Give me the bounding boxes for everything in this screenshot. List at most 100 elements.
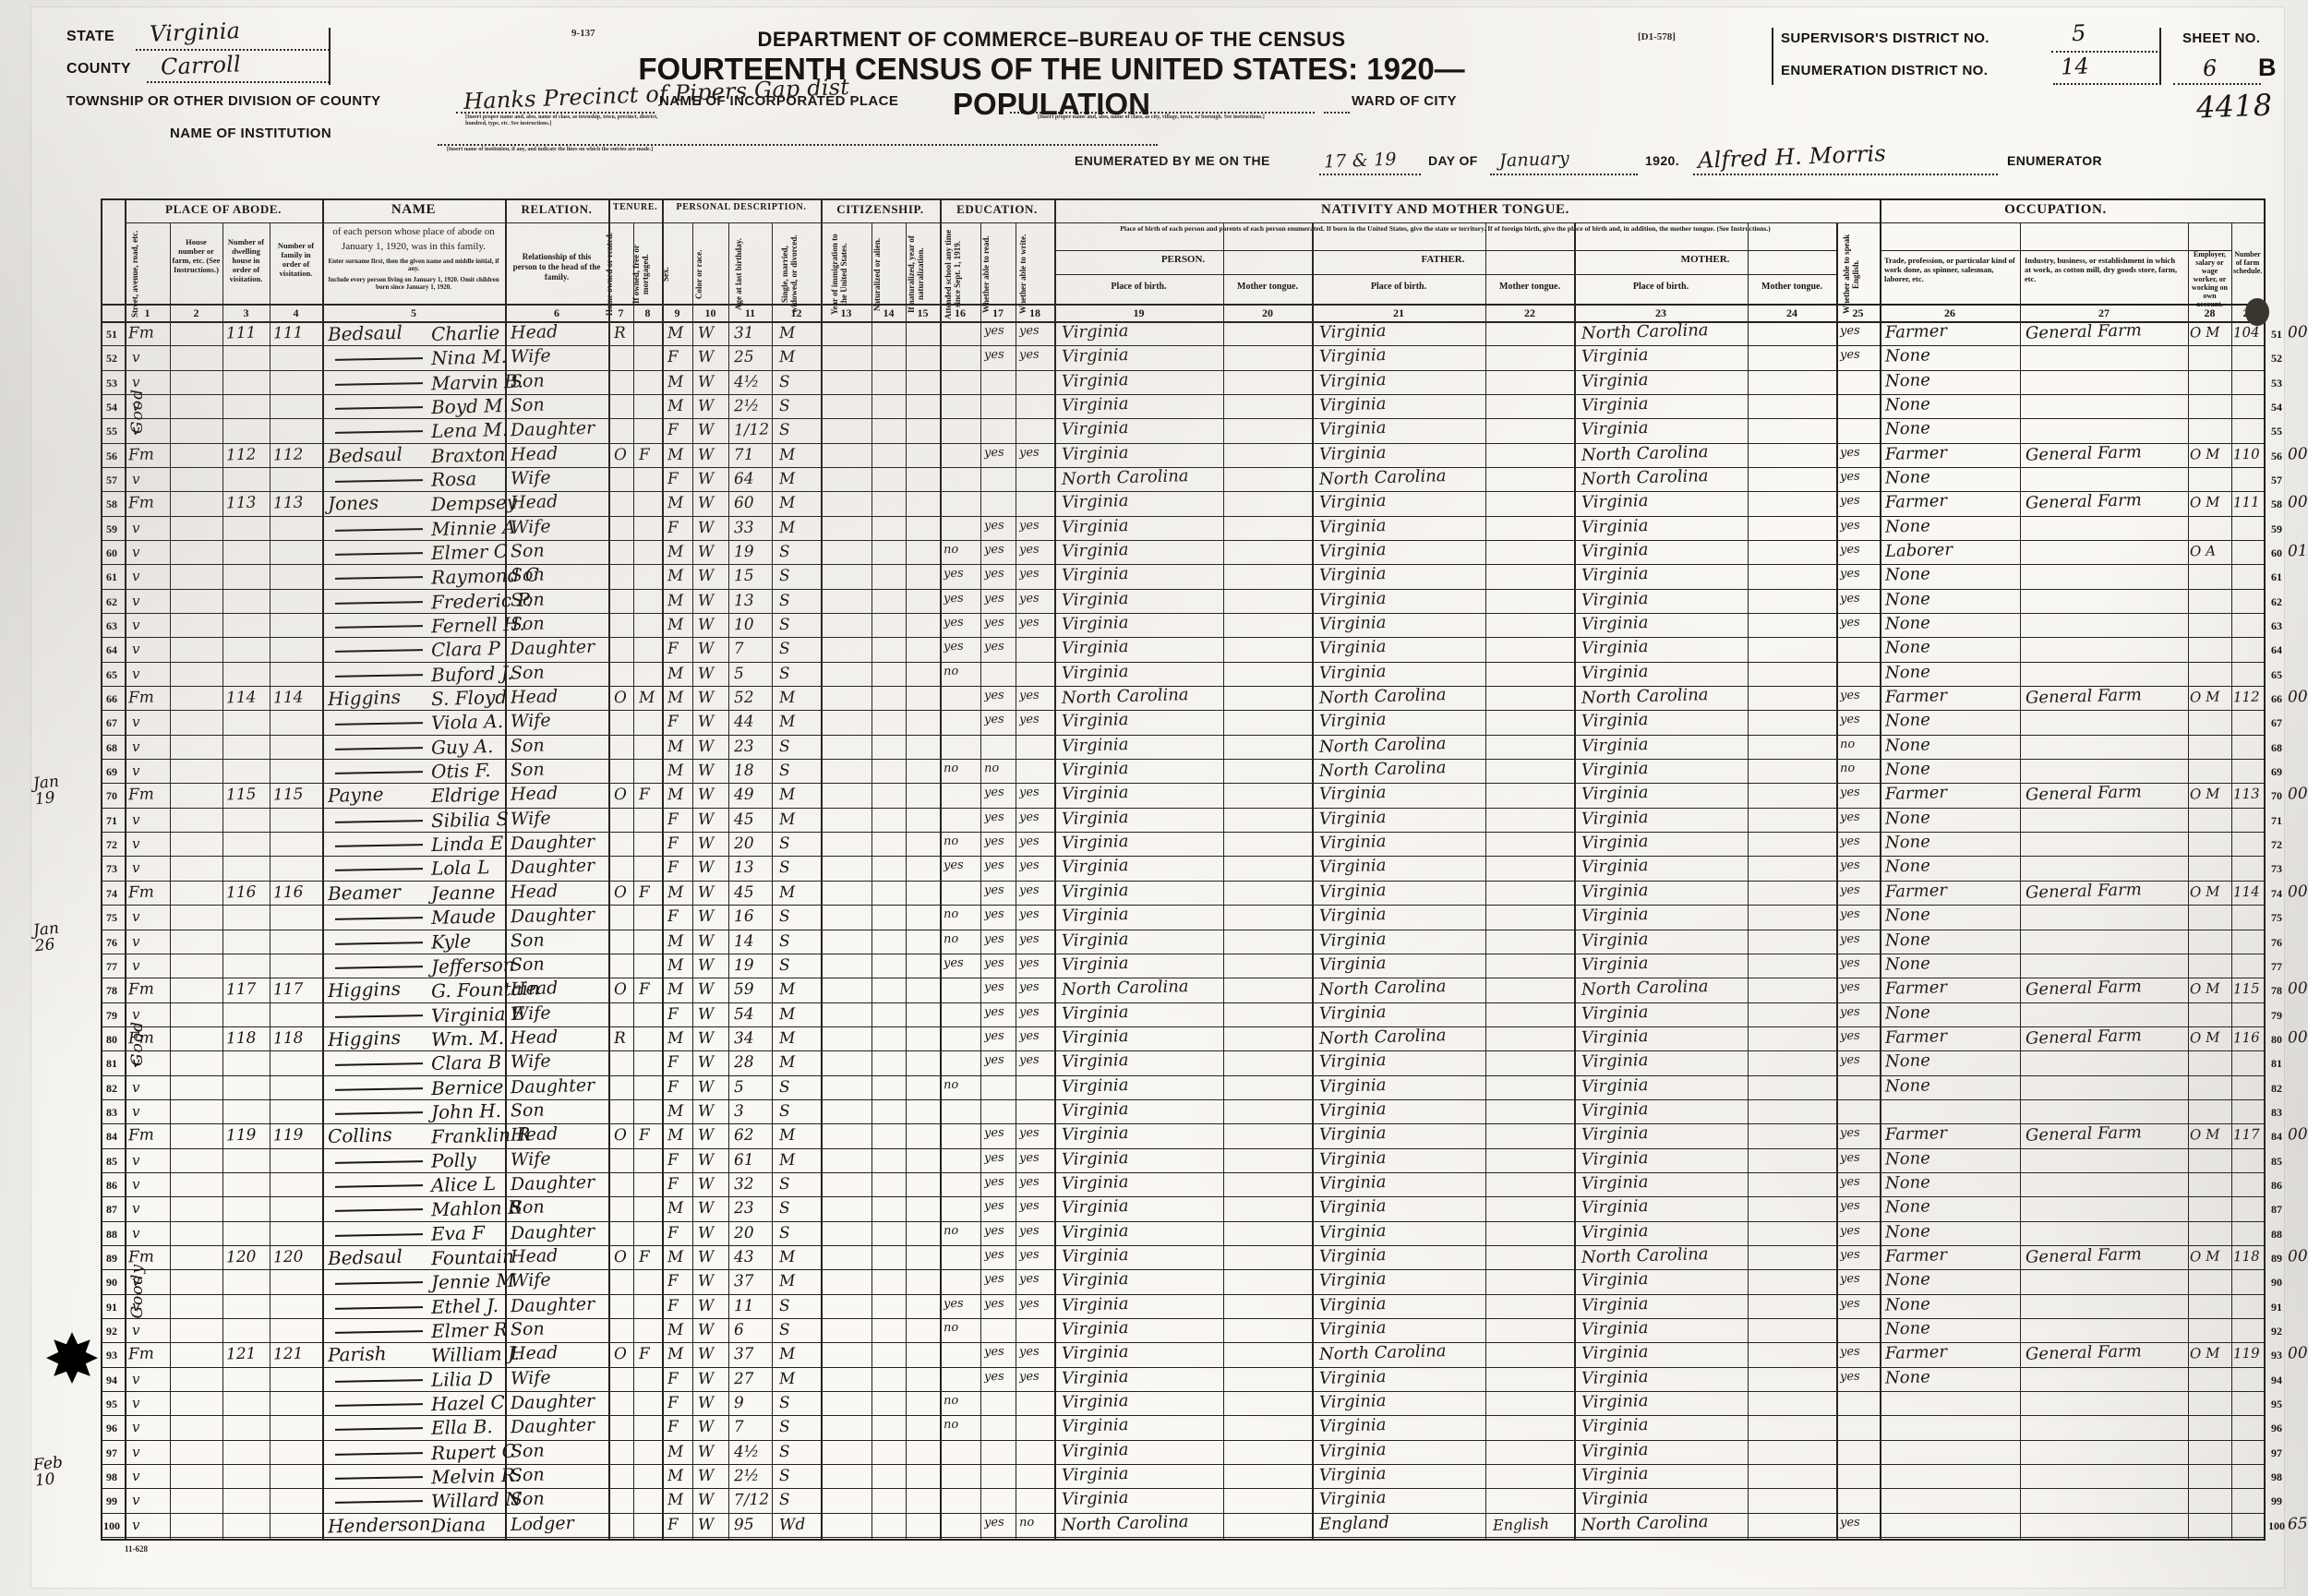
age[interactable]: 7 bbox=[733, 640, 745, 659]
able-to-read[interactable]: yes bbox=[983, 1174, 1004, 1190]
marital-status[interactable]: S bbox=[778, 931, 790, 951]
given-name[interactable]: Kyle bbox=[430, 929, 472, 954]
occupation-trade[interactable]: None bbox=[1884, 808, 1931, 829]
marital-status[interactable]: S bbox=[778, 591, 790, 610]
occupation-employer-class[interactable]: O M bbox=[2189, 1247, 2220, 1266]
able-to-write[interactable]: yes bbox=[1018, 713, 1040, 727]
farm-schedule-number[interactable]: 115 bbox=[2232, 979, 2260, 998]
father-place-of-birth[interactable]: Virginia bbox=[1318, 1463, 1387, 1485]
father-place-of-birth[interactable]: Virginia bbox=[1318, 1196, 1387, 1218]
occupation-trade[interactable]: Farmer bbox=[1884, 321, 1948, 342]
given-name[interactable]: Jennie M bbox=[430, 1268, 516, 1294]
attended-school[interactable]: yes bbox=[943, 640, 964, 654]
mother-place-of-birth[interactable]: Virginia bbox=[1581, 1050, 1649, 1073]
age[interactable]: 45 bbox=[733, 810, 754, 830]
color-or-race[interactable]: W bbox=[697, 979, 715, 1000]
given-name[interactable]: Viola A. bbox=[430, 710, 504, 735]
color-or-race[interactable]: W bbox=[697, 858, 715, 878]
father-place-of-birth[interactable]: Virginia bbox=[1318, 1123, 1387, 1146]
father-place-of-birth[interactable]: Virginia bbox=[1318, 832, 1387, 854]
given-name[interactable]: Polly bbox=[430, 1147, 477, 1172]
marital-status[interactable]: M bbox=[778, 1272, 796, 1291]
person-place-of-birth[interactable]: Virginia bbox=[1061, 637, 1129, 659]
family-number[interactable]: 112 bbox=[272, 445, 304, 465]
age[interactable]: 71 bbox=[733, 445, 754, 464]
person-place-of-birth[interactable]: Virginia bbox=[1061, 540, 1129, 562]
able-to-read[interactable]: yes bbox=[983, 1296, 1004, 1311]
surname[interactable]: Henderson bbox=[327, 1512, 431, 1538]
relation-to-head[interactable]: Wife bbox=[510, 516, 551, 538]
able-to-read[interactable]: yes bbox=[983, 542, 1004, 558]
color-or-race[interactable]: W bbox=[697, 931, 715, 951]
occupation-industry[interactable]: General Farm bbox=[2025, 977, 2143, 1000]
occupation-trade[interactable]: Farmer bbox=[1884, 1123, 1948, 1146]
father-place-of-birth[interactable]: Virginia bbox=[1318, 394, 1387, 416]
relation-to-head[interactable]: Son bbox=[510, 1488, 546, 1510]
age[interactable]: 34 bbox=[733, 1028, 754, 1049]
color-or-race[interactable]: W bbox=[697, 372, 715, 391]
father-place-of-birth[interactable]: Virginia bbox=[1318, 1390, 1387, 1412]
color-or-race[interactable]: W bbox=[697, 1125, 715, 1146]
enumerated-month-value[interactable]: January bbox=[1498, 148, 1570, 172]
father-place-of-birth[interactable]: Virginia bbox=[1318, 929, 1387, 951]
marital-status[interactable]: S bbox=[778, 1223, 790, 1242]
person-place-of-birth[interactable]: Virginia bbox=[1061, 880, 1129, 902]
relation-to-head[interactable]: Son bbox=[510, 1196, 546, 1218]
relation-to-head[interactable]: Wife bbox=[510, 710, 551, 733]
person-place-of-birth[interactable]: Virginia bbox=[1061, 1171, 1129, 1194]
speaks-english[interactable]: yes bbox=[1839, 882, 1860, 898]
father-place-of-birth[interactable]: North Carolina bbox=[1318, 758, 1447, 782]
sex[interactable]: M bbox=[667, 494, 684, 513]
speaks-english[interactable]: yes bbox=[1839, 713, 1860, 727]
relation-to-head[interactable]: Son bbox=[510, 1440, 546, 1462]
speaks-english[interactable]: yes bbox=[1839, 1052, 1860, 1068]
occupation-industry[interactable]: General Farm bbox=[2025, 685, 2143, 708]
relation-to-head[interactable]: Head bbox=[510, 321, 559, 343]
age[interactable]: 37 bbox=[733, 1271, 754, 1291]
farm-schedule-number[interactable]: 114 bbox=[2232, 882, 2260, 901]
age[interactable]: 95 bbox=[733, 1515, 754, 1534]
marital-status[interactable]: M bbox=[778, 1345, 796, 1364]
attended-school[interactable]: no bbox=[943, 1223, 959, 1238]
color-or-race[interactable]: W bbox=[697, 882, 715, 903]
farm-schedule-number[interactable]: 111 bbox=[2232, 493, 2260, 511]
occupation-employer-class[interactable]: O M bbox=[2189, 445, 2220, 463]
person-place-of-birth[interactable]: Virginia bbox=[1061, 759, 1129, 781]
home-owned-rented[interactable]: O bbox=[613, 882, 628, 903]
given-name[interactable]: Jefferson bbox=[430, 953, 515, 978]
occupation-employer-class[interactable]: O A bbox=[2189, 542, 2217, 560]
person-place-of-birth[interactable]: Virginia bbox=[1061, 1098, 1129, 1121]
mother-place-of-birth[interactable]: Virginia bbox=[1581, 1390, 1649, 1412]
person-place-of-birth[interactable]: Virginia bbox=[1061, 1415, 1129, 1437]
father-place-of-birth[interactable]: Virginia bbox=[1318, 637, 1387, 659]
able-to-write[interactable]: yes bbox=[1018, 1271, 1040, 1287]
mother-place-of-birth[interactable]: Virginia bbox=[1581, 369, 1649, 391]
person-place-of-birth[interactable]: Virginia bbox=[1061, 1196, 1129, 1218]
occupation-trade[interactable]: None bbox=[1884, 929, 1931, 951]
mother-place-of-birth[interactable]: Virginia bbox=[1581, 832, 1649, 854]
able-to-read[interactable]: yes bbox=[983, 323, 1004, 339]
marital-status[interactable]: M bbox=[778, 713, 796, 732]
able-to-write[interactable]: yes bbox=[1018, 810, 1040, 825]
mother-place-of-birth[interactable]: Virginia bbox=[1581, 856, 1649, 878]
person-place-of-birth[interactable]: Virginia bbox=[1061, 369, 1129, 391]
relation-to-head[interactable]: Daughter bbox=[510, 1171, 595, 1195]
attended-school[interactable]: no bbox=[943, 1320, 959, 1336]
able-to-write[interactable]: yes bbox=[1018, 348, 1040, 363]
relation-to-head[interactable]: Daughter bbox=[510, 856, 595, 879]
marital-status[interactable]: S bbox=[778, 1199, 790, 1218]
mother-place-of-birth[interactable]: Virginia bbox=[1581, 661, 1649, 683]
occupation-trade[interactable]: None bbox=[1884, 759, 1931, 780]
able-to-read[interactable]: yes bbox=[983, 979, 1004, 995]
age[interactable]: 49 bbox=[733, 786, 754, 805]
sex[interactable]: F bbox=[667, 713, 679, 732]
mother-place-of-birth[interactable]: Virginia bbox=[1581, 1415, 1649, 1437]
marital-status[interactable]: S bbox=[778, 640, 790, 659]
occupation-trade[interactable]: None bbox=[1884, 1220, 1931, 1242]
occupation-trade[interactable]: Farmer bbox=[1884, 1026, 1948, 1048]
marital-status[interactable]: S bbox=[778, 664, 790, 683]
supervisors-district-value[interactable]: 5 bbox=[2071, 19, 2087, 47]
color-or-race[interactable]: W bbox=[697, 1150, 715, 1170]
marital-status[interactable]: S bbox=[778, 421, 790, 440]
color-or-race[interactable]: W bbox=[697, 834, 715, 854]
